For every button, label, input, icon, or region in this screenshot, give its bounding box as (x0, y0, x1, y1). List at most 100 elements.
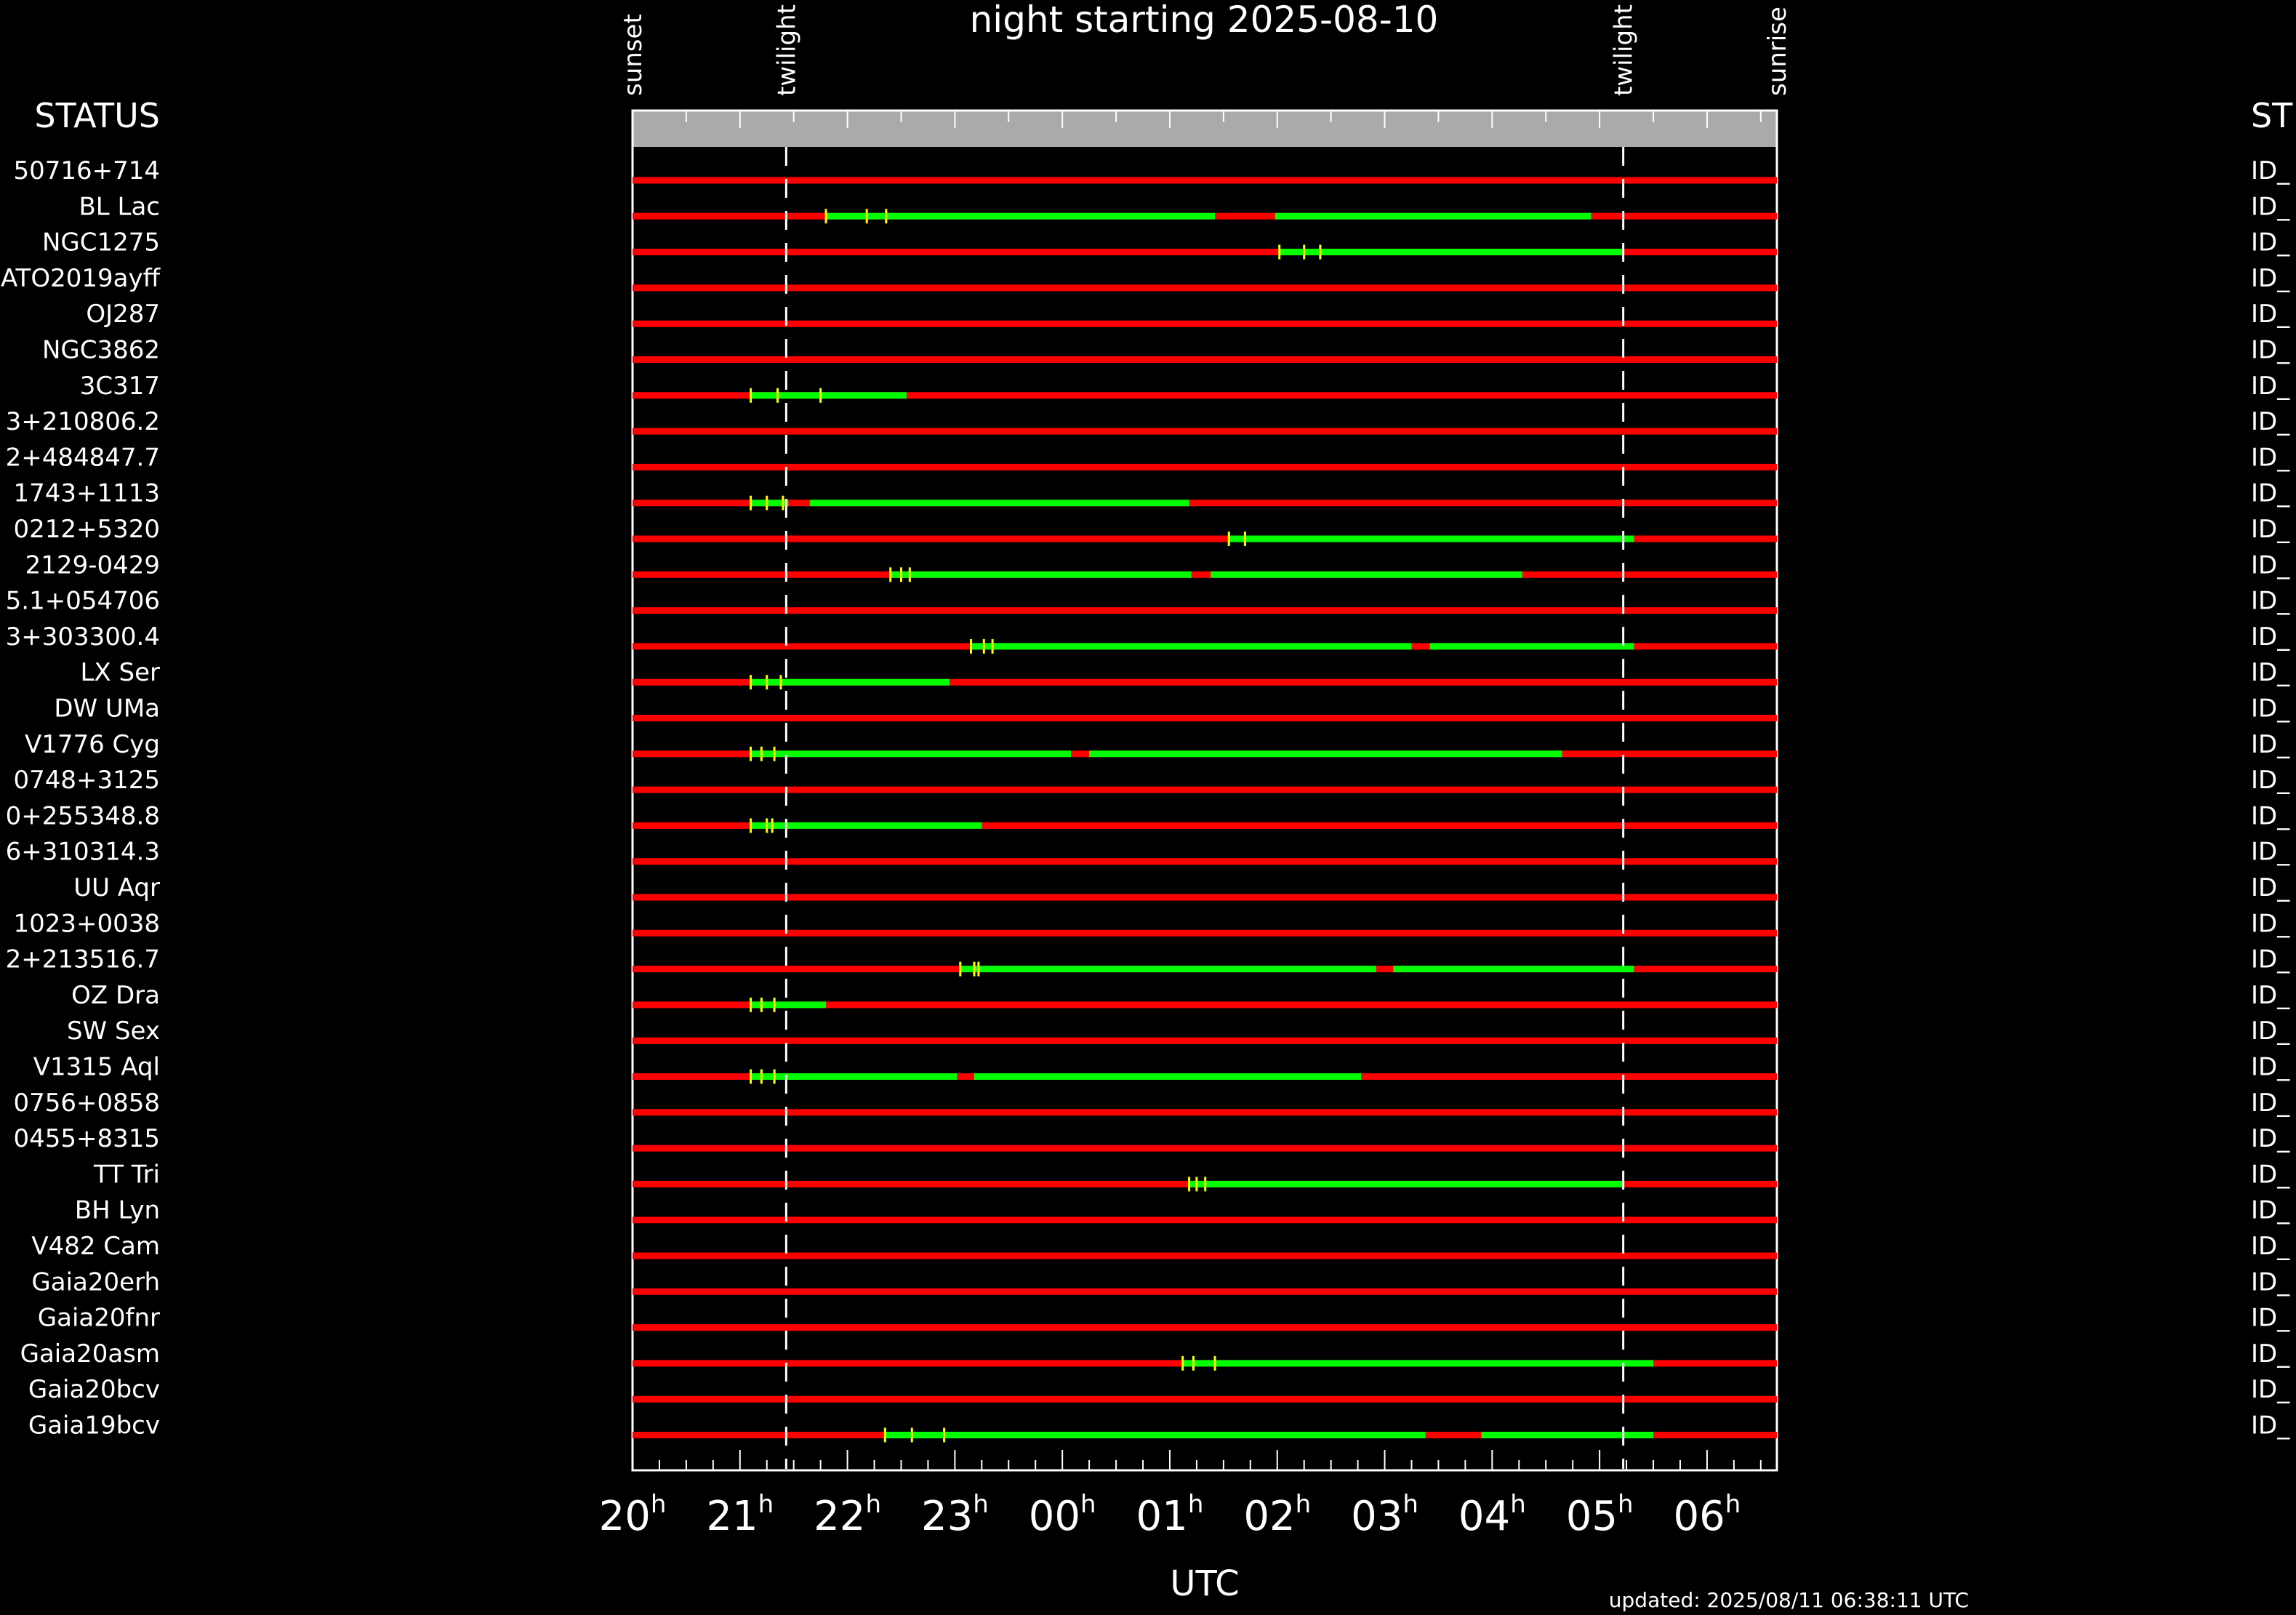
target-name: NGC1275 (42, 228, 160, 257)
target-row: LX Ser ID_ (80, 658, 2290, 690)
target-status-label: ID_ (2251, 479, 2290, 508)
chart-title: night starting 2025-08-10 (970, 0, 1439, 41)
target-status-label: ID_ (2251, 587, 2290, 616)
x-tick-label: 23h (921, 1490, 989, 1540)
target-status-label: ID_ (2251, 228, 2290, 257)
target-status-label: ID_ (2251, 1411, 2290, 1440)
target-status-label: ID_ (2251, 264, 2290, 293)
x-tick-label: 04h (1458, 1490, 1526, 1540)
target-name: BL Lac (79, 192, 160, 221)
target-name: 2+213516.7 (6, 945, 160, 974)
target-row: OZ Dra ID_ (71, 981, 2290, 1012)
target-row: NGC3862 ID_ (42, 336, 2290, 365)
target-row: Gaia20erh ID_ (31, 1267, 2290, 1297)
target-status-label: ID_ (2251, 156, 2290, 185)
target-name: 50716+714 (13, 156, 160, 185)
x-tick-suffix: h (1618, 1490, 1634, 1519)
event-label-sunset: sunset (619, 14, 648, 96)
x-tick-hour: 05 (1566, 1493, 1618, 1540)
target-name: 5.1+054706 (6, 587, 160, 616)
target-row: 0455+8315 ID_ (13, 1124, 2290, 1153)
target-rows: 50716+714 ID_BL Lac ID_NGC1275 ID_ATO2019ay… (1, 156, 2290, 1443)
target-row: 0212+5320 ID_ (13, 515, 2290, 546)
x-tick-hour: 01 (1136, 1493, 1188, 1540)
target-row: Gaia20fnr ID_ (38, 1304, 2290, 1333)
target-name: V1315 Aql (33, 1053, 160, 1082)
target-name: ATO2019ayff (1, 264, 161, 293)
target-row: 50716+714 ID_ (13, 156, 2290, 185)
target-row: 3+210806.2 ID_ (6, 407, 2291, 436)
x-tick-suffix: h (1188, 1490, 1204, 1519)
target-row: 0756+0858 ID_ (13, 1089, 2290, 1118)
target-status-label: ID_ (2251, 515, 2290, 544)
event-label-twilight: twilight (772, 4, 801, 96)
target-status-label: ID_ (2251, 1232, 2290, 1261)
target-name: Gaia20fnr (38, 1304, 160, 1333)
target-row: 2129-0429 ID_ (25, 550, 2290, 582)
target-status-label: ID_ (2251, 407, 2290, 436)
target-name: DW UMa (54, 694, 160, 724)
target-name: 1023+0038 (13, 909, 160, 938)
target-status-label: ID_ (2251, 300, 2290, 329)
target-status-label: ID_ (2251, 801, 2290, 830)
x-tick-suffix: h (1296, 1490, 1312, 1519)
target-status-label: ID_ (2251, 1053, 2290, 1082)
target-name: 0212+5320 (13, 515, 160, 544)
x-tick-suffix: h (973, 1490, 989, 1519)
target-status-label: ID_ (2251, 1124, 2290, 1153)
x-tick-label: 02h (1243, 1490, 1311, 1540)
target-name: 0748+3125 (13, 766, 160, 795)
target-status-label: ID_ (2251, 945, 2290, 974)
x-tick-suffix: h (758, 1490, 774, 1519)
target-status-label: ID_ (2251, 766, 2290, 795)
x-tick-hour: 02 (1243, 1493, 1295, 1540)
target-name: NGC3862 (42, 336, 160, 365)
target-name: Gaia19bcv (28, 1411, 160, 1440)
target-row: V482 Cam ID_ (31, 1232, 2290, 1261)
target-row: ATO2019ayff ID_ (1, 264, 2290, 293)
target-row: 1023+0038 ID_ (13, 909, 2290, 938)
x-tick-label: 22h (814, 1490, 881, 1540)
target-status-label: ID_ (2251, 372, 2290, 401)
x-tick-hour: 20 (599, 1493, 651, 1540)
target-status-label: ID_ (2251, 622, 2290, 652)
x-tick-label: 01h (1136, 1490, 1204, 1540)
target-name: 6+310314.3 (6, 838, 160, 867)
x-axis-label: UTC (1170, 1563, 1239, 1604)
x-tick-label: 03h (1351, 1490, 1418, 1540)
target-row: DW UMa ID_ (54, 694, 2290, 724)
target-name: Gaia20erh (31, 1267, 160, 1297)
target-name: UU Aqr (73, 873, 160, 902)
target-row: 1743+1113 ID_ (13, 479, 2290, 510)
target-name: TT Tri (93, 1160, 160, 1189)
target-name: 3C317 (80, 372, 160, 401)
x-tick-hour: 03 (1351, 1493, 1402, 1540)
x-tick-suffix: h (1402, 1490, 1418, 1519)
target-status-label: ID_ (2251, 694, 2290, 724)
target-status-label: ID_ (2251, 192, 2290, 221)
target-status-label: ID_ (2251, 443, 2290, 472)
target-name: OZ Dra (71, 981, 160, 1010)
target-name: 1743+1113 (13, 479, 160, 508)
target-status-label: ID_ (2251, 1304, 2290, 1333)
target-row: V1315 Aql ID_ (33, 1053, 2290, 1084)
target-row: SW Sex ID_ (67, 1017, 2290, 1046)
event-label-twilight: twilight (1610, 4, 1639, 96)
time-header-bar (633, 111, 1777, 147)
target-name: 0+255348.8 (6, 801, 160, 830)
x-tick-hour: 06 (1674, 1493, 1725, 1540)
x-tick-label: 05h (1566, 1490, 1634, 1540)
target-name: 2+484847.7 (6, 443, 160, 472)
event-label-sunrise: sunrise (1763, 7, 1792, 96)
target-status-label: ID_ (2251, 1339, 2290, 1368)
x-tick-hour: 22 (814, 1493, 865, 1540)
x-tick-hour: 04 (1458, 1493, 1510, 1540)
x-tick-hour: 21 (706, 1493, 758, 1540)
target-row: BL Lac ID_ (79, 192, 2290, 224)
x-tick-hour: 00 (1029, 1493, 1080, 1540)
target-name: Gaia20asm (20, 1339, 160, 1368)
target-row: BH Lyn ID_ (75, 1196, 2290, 1225)
target-status-label: ID_ (2251, 1089, 2290, 1118)
